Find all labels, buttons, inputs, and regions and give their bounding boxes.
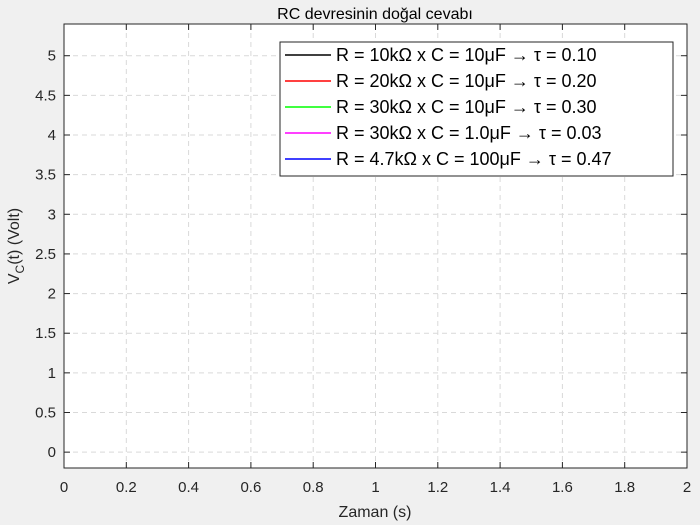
y-label-main: V — [6, 273, 23, 284]
x-tick-label: 1.2 — [427, 479, 448, 496]
y-tick-label: 4.5 — [35, 87, 56, 104]
y-label-rest: (t) (Volt) — [6, 208, 23, 265]
legend: R = 10kΩ x C = 10μF → τ = 0.10 R = 20kΩ x… — [279, 41, 674, 177]
y-tick-label: 1 — [48, 365, 56, 382]
x-tick-label: 0.8 — [303, 479, 324, 496]
y-tick-label: 3.5 — [35, 167, 56, 184]
x-tick-label: 0.2 — [116, 479, 137, 496]
y-tick-label: 0 — [48, 444, 56, 461]
y-tick-label: 2.5 — [35, 246, 56, 263]
x-tick-label: 1.6 — [552, 479, 573, 496]
y-tick-label: 5 — [48, 48, 56, 65]
legend-entry-label: R = 30kΩ x C = 10μF → τ = 0.30 — [336, 97, 597, 117]
axis-ticks — [63, 24, 688, 468]
x-tick-label: 1.4 — [490, 479, 511, 496]
y-tick-label: 2 — [48, 286, 56, 303]
x-tick-label: 1 — [371, 479, 379, 496]
y-tick-label: 0.5 — [35, 405, 56, 422]
y-label-subscript: C — [13, 264, 27, 273]
chart-title: RC devresinin doğal cevabı — [277, 6, 473, 23]
y-tick-label: 4 — [48, 127, 56, 144]
legend-entry-label: R = 4.7kΩ x C = 100μF → τ = 0.47 — [336, 149, 612, 169]
x-tick-label: 0 — [60, 479, 68, 496]
x-tick-label: 0.4 — [178, 479, 199, 496]
x-tick-label: 0.6 — [240, 479, 261, 496]
y-tick-label: 1.5 — [35, 325, 56, 342]
legend-entry-label: R = 10kΩ x C = 10μF → τ = 0.10 — [336, 45, 597, 65]
legend-entry-label: R = 30kΩ x C = 1.0μF → τ = 0.03 — [336, 123, 602, 143]
x-axis-label: Zaman (s) — [339, 504, 412, 521]
tick-labels: 0 0.2 0.4 0.6 0.8 1 1.2 1.4 1.6 1.8 2 0 0.5 1 1.5 2 2.5 3… — [35, 48, 691, 496]
legend-entry-label: R = 20kΩ x C = 10μF → τ = 0.20 — [336, 71, 597, 91]
x-tick-label: 1.8 — [614, 479, 635, 496]
x-tick-label: 2 — [683, 479, 691, 496]
legend-box — [279, 41, 674, 177]
y-axis-label: VC(t) (Volt) — [6, 208, 27, 284]
y-tick-label: 3 — [48, 206, 56, 223]
